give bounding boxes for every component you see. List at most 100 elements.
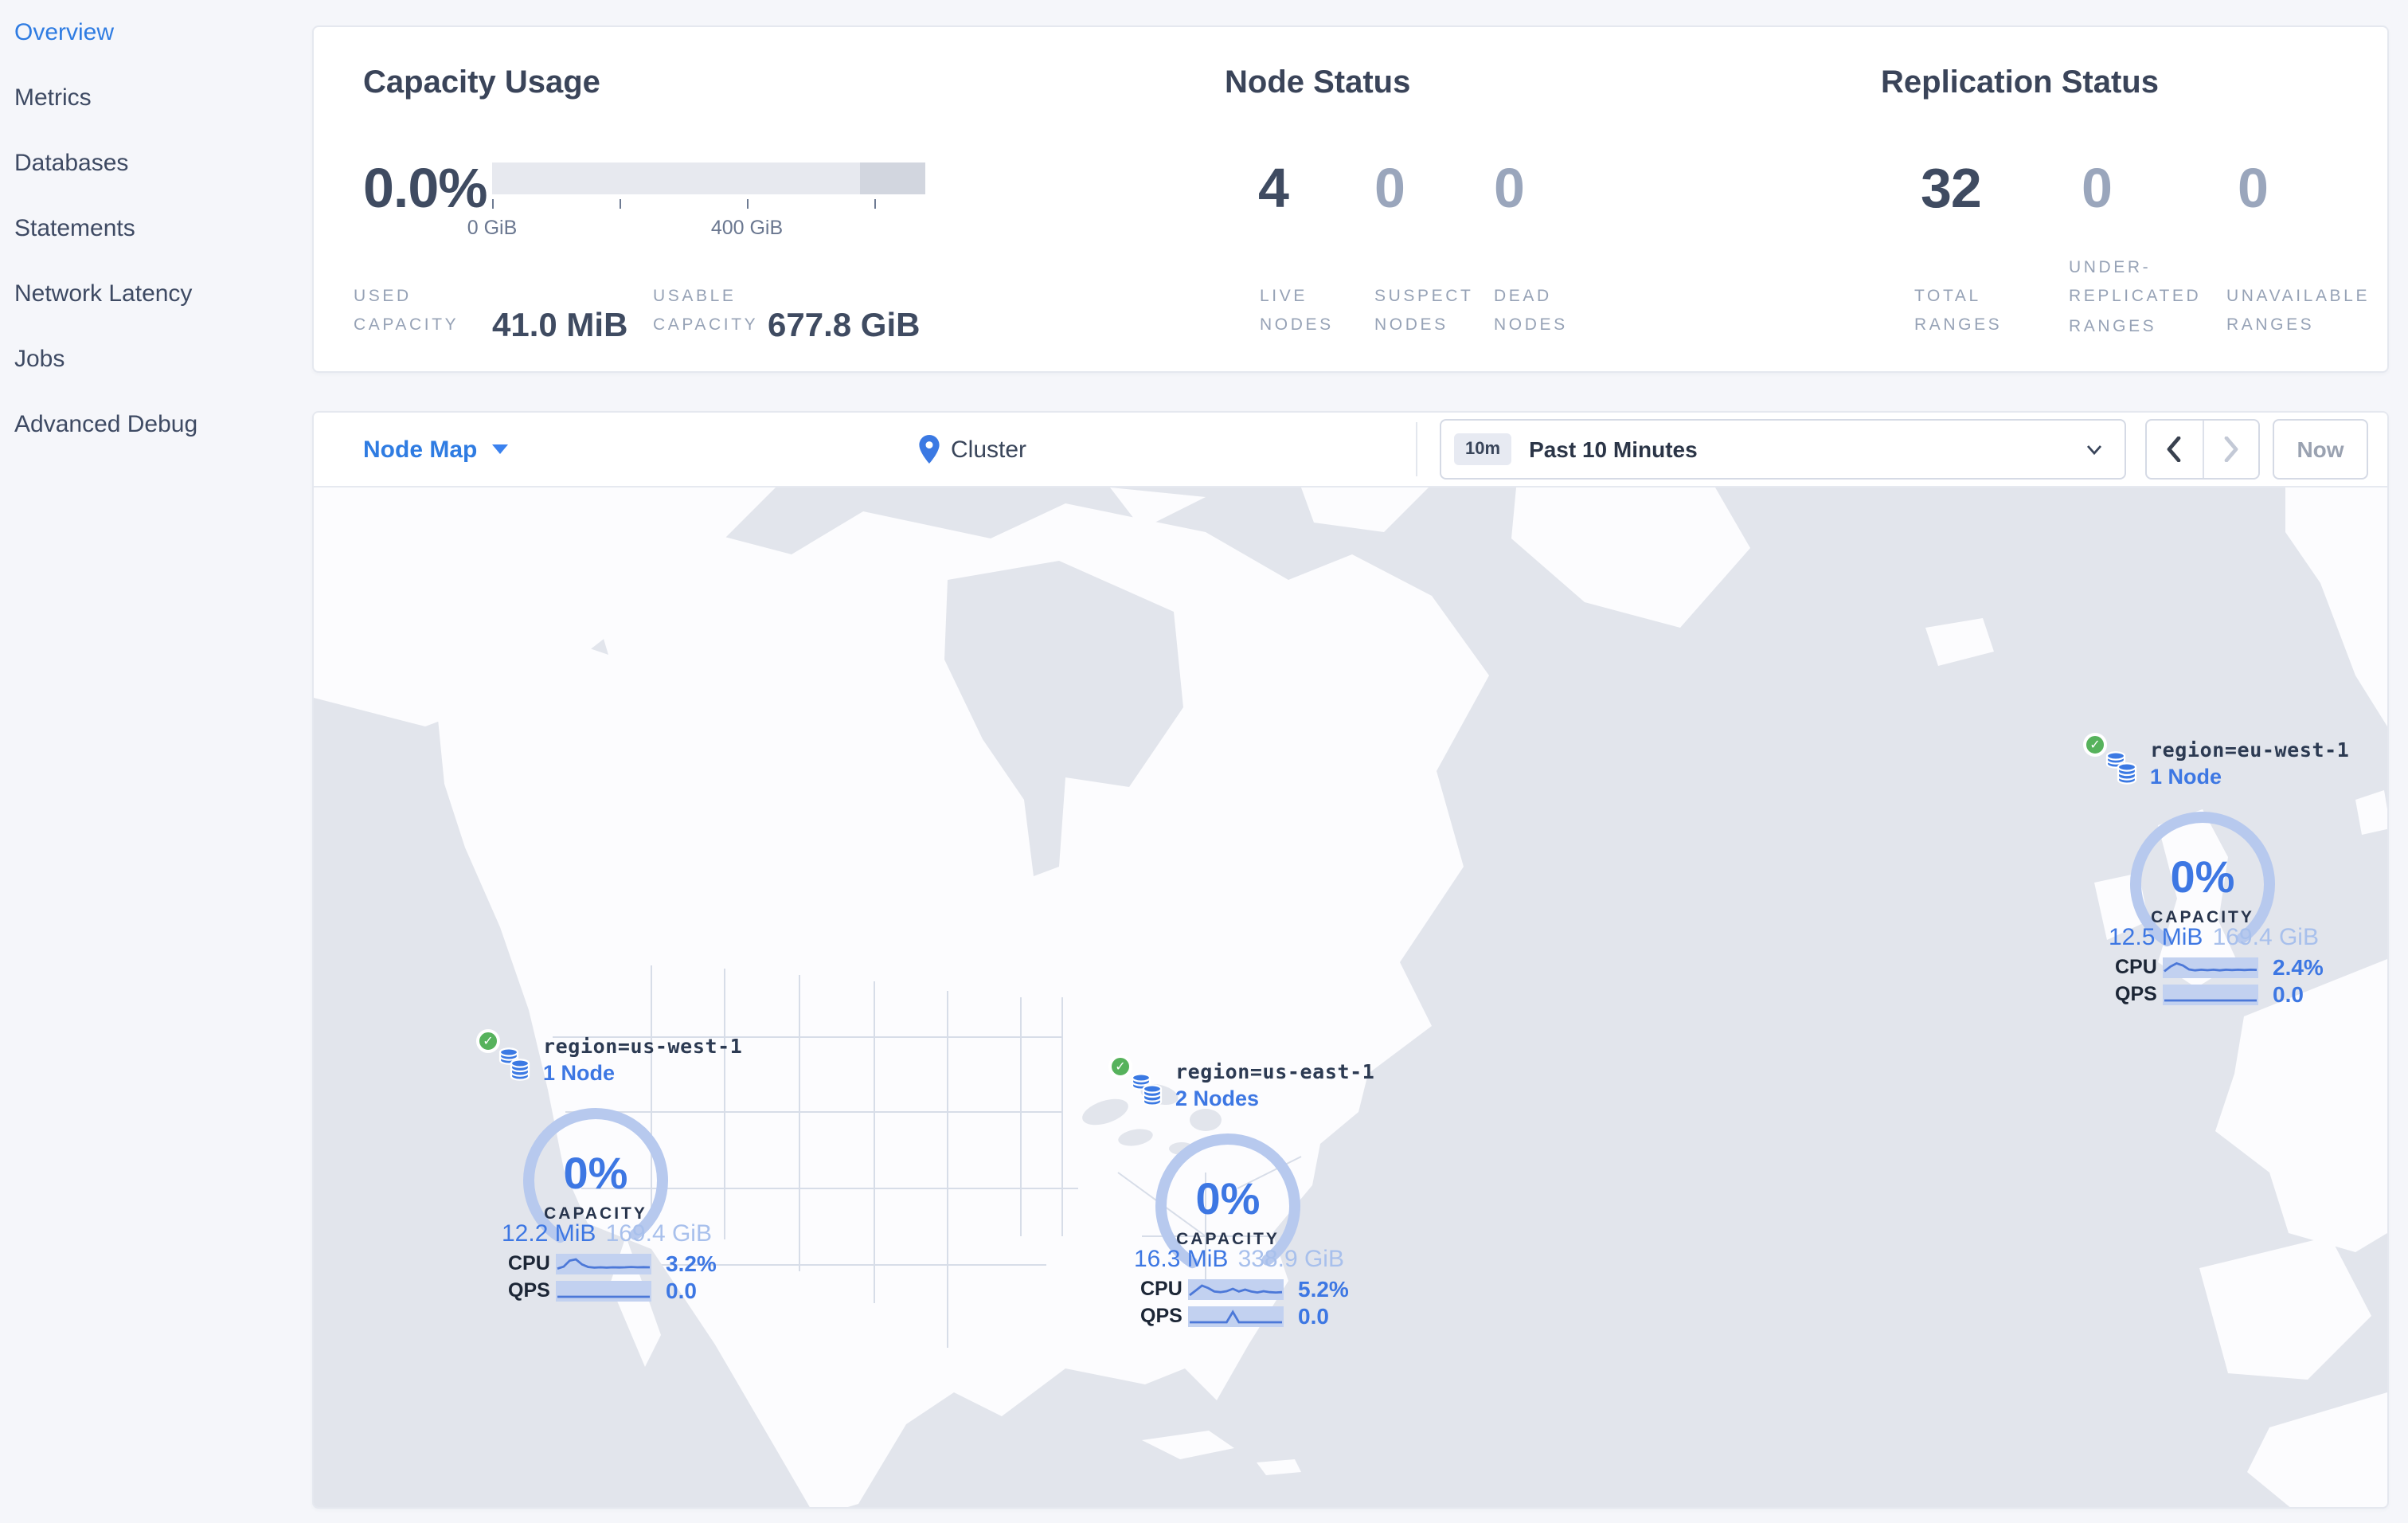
qps-label: QPS [2115, 983, 2157, 1005]
region-node-icon: ✓ [476, 1029, 534, 1090]
used-capacity-label: USED CAPACITY [354, 287, 459, 335]
region-nodes-link[interactable]: 1 Node [2150, 765, 2222, 789]
capacity-gauge: 0% CAPACITY [2130, 812, 2275, 957]
database-stack-icon [498, 1047, 530, 1081]
cpu-sparkline [556, 1253, 651, 1274]
under-replicated-ranges-label: UNDER-REPLICATED RANGES [2069, 258, 2202, 336]
gauge-capacity-label: CAPACITY [2151, 908, 2254, 926]
capacity-usage-title: Capacity Usage [363, 65, 600, 100]
used-capacity-value: 41.0 MiB [492, 307, 628, 344]
time-range-stepper [2145, 419, 2260, 480]
breadcrumb-cluster: Cluster [951, 436, 1027, 463]
region-used-capacity: 12.5 MiB [2109, 924, 2203, 951]
node-map-panel: Node Map Cluster 10m Past 10 Minutes [312, 411, 2389, 1509]
qps-value: 0.0 [666, 1278, 697, 1303]
qps-sparkline [2163, 984, 2258, 1004]
usable-capacity-value: 677.8 GiB [768, 307, 921, 344]
region-nodes-link[interactable]: 2 Nodes [1175, 1086, 1260, 1110]
sidebar-item-databases[interactable]: Databases [14, 150, 129, 177]
usable-capacity-label: USABLE CAPACITY [653, 287, 759, 335]
prev-range-button[interactable] [2147, 421, 2202, 478]
cpu-sparkline [1188, 1278, 1284, 1299]
database-stack-icon [1131, 1073, 1163, 1106]
region-label: region=us-east-1 [1175, 1059, 1375, 1083]
capacity-bar [492, 162, 925, 194]
live-nodes-count: 4 [1258, 158, 1289, 220]
database-stack-icon [2105, 751, 2137, 785]
gauge-capacity-label: CAPACITY [544, 1204, 647, 1223]
capacity-axis: 0 GiB 400 GiB [467, 199, 925, 247]
gauge-capacity-label: CAPACITY [1176, 1230, 1280, 1248]
now-button[interactable]: Now [2273, 419, 2368, 480]
capacity-tick-0: 0 GiB [467, 217, 518, 239]
cpu-value: 2.4% [2273, 954, 2324, 980]
region-marker-us-west-1: ✓ region=us-west-1 1 Node 0% CAPACITY 12… [476, 1029, 742, 1303]
qps-sparkline [556, 1280, 651, 1301]
cpu-value: 5.2% [1298, 1276, 1349, 1302]
suspect-nodes-count: 0 [1374, 158, 1405, 220]
live-nodes-label: LIVE NODES [1260, 287, 1334, 335]
qps-value: 0.0 [2273, 981, 2304, 1007]
view-mode-label: Node Map [363, 436, 478, 463]
qps-value: 0.0 [1298, 1303, 1329, 1329]
time-range-badge: 10m [1454, 433, 1512, 465]
qps-sparkline [1188, 1306, 1284, 1326]
dead-nodes-count: 0 [1494, 158, 1525, 220]
region-label: region=us-west-1 [543, 1034, 743, 1058]
sidebar-item-jobs[interactable]: Jobs [14, 346, 65, 373]
next-range-button[interactable] [2202, 421, 2258, 478]
suspect-nodes-label: SUSPECT NODES [1374, 287, 1474, 335]
time-range-label: Past 10 Minutes [1529, 437, 1698, 462]
cpu-value: 3.2% [666, 1251, 717, 1276]
region-usable-capacity: 169.4 GiB [605, 1220, 712, 1247]
map-pin-icon [919, 435, 940, 464]
node-status-title: Node Status [1225, 65, 1411, 100]
unavailable-ranges-label: UNAVAILABLE RANGES [2226, 287, 2371, 335]
total-ranges-label: TOTAL RANGES [1914, 287, 2003, 335]
region-marker-eu-west-1: ✓ region=eu-west-1 1 Node 0% CAPACITY 12… [2083, 733, 2349, 1007]
time-range-dropdown[interactable]: 10m Past 10 Minutes [1440, 419, 2126, 480]
chevron-left-icon [2168, 437, 2181, 462]
gauge-percent: 0% [564, 1148, 628, 1198]
region-marker-us-east-1: ✓ region=us-east-1 2 Nodes 0% CAPACITY 1… [1108, 1055, 1374, 1329]
qps-label: QPS [508, 1279, 550, 1302]
cpu-label: CPU [1140, 1278, 1182, 1300]
chevron-down-icon [491, 444, 508, 454]
cpu-sparkline [2163, 957, 2258, 977]
view-mode-dropdown[interactable]: Node Map [363, 413, 508, 486]
region-node-icon: ✓ [1108, 1055, 1166, 1115]
map-toolbar: Node Map Cluster 10m Past 10 Minutes [314, 413, 2387, 487]
gauge-percent: 0% [2171, 852, 2235, 902]
qps-label: QPS [1140, 1305, 1182, 1327]
capacity-bar-reserved [860, 162, 925, 194]
healthy-check-icon: ✓ [2083, 733, 2107, 757]
capacity-percent: 0.0% [363, 158, 488, 220]
unavailable-ranges-count: 0 [2238, 158, 2269, 220]
region-nodes-link[interactable]: 1 Node [543, 1061, 616, 1085]
sidebar-item-statements[interactable]: Statements [14, 215, 135, 242]
region-used-capacity: 12.2 MiB [502, 1220, 596, 1247]
breadcrumb[interactable]: Cluster [919, 413, 1026, 486]
region-label: region=eu-west-1 [2150, 738, 2350, 762]
sidebar-item-overview[interactable]: Overview [14, 19, 115, 46]
sidebar-item-network-latency[interactable]: Network Latency [14, 280, 193, 307]
sidebar: Overview Metrics Databases Statements Ne… [0, 0, 312, 1523]
chevron-down-icon [2086, 444, 2102, 455]
under-replicated-ranges-count: 0 [2082, 158, 2113, 220]
replication-status-title: Replication Status [1881, 65, 2159, 100]
region-usable-capacity: 338.9 GiB [1237, 1246, 1344, 1273]
chevron-right-icon [2224, 437, 2238, 462]
total-ranges-count: 32 [1921, 158, 1982, 220]
region-usable-capacity: 169.4 GiB [2212, 924, 2319, 951]
dead-nodes-label: DEAD NODES [1494, 287, 1568, 335]
capacity-tick-400: 400 GiB [710, 217, 784, 239]
toolbar-divider [1416, 422, 1417, 476]
healthy-check-icon: ✓ [1108, 1055, 1132, 1079]
node-map: ✓ region=us-west-1 1 Node 0% CAPACITY 12… [314, 487, 2387, 1507]
cpu-label: CPU [2115, 956, 2157, 978]
cluster-summary-panel: Capacity Usage 0.0% 0 GiB 400 GiB USED C… [312, 25, 2389, 373]
region-used-capacity: 16.3 MiB [1134, 1246, 1229, 1273]
sidebar-item-advanced-debug[interactable]: Advanced Debug [14, 411, 198, 438]
sidebar-item-metrics[interactable]: Metrics [14, 84, 92, 112]
